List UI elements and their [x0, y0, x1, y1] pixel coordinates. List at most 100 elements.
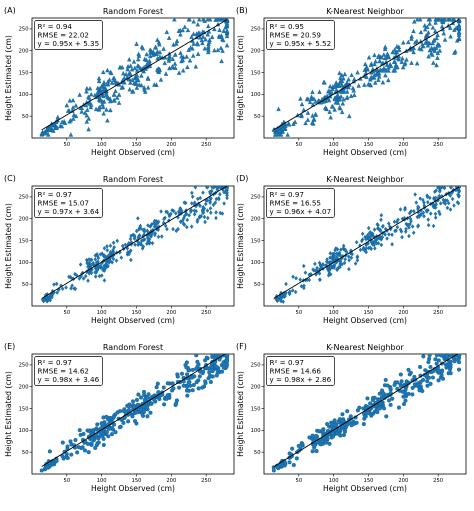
data-point: [311, 267, 315, 272]
data-point: [292, 119, 298, 124]
data-point: [159, 209, 163, 214]
y-tick-label: 150: [251, 238, 261, 244]
data-point: [354, 239, 359, 245]
y-tick-label: 200: [19, 385, 29, 391]
data-point: [196, 196, 200, 202]
data-point: [67, 274, 71, 280]
data-point: [171, 208, 176, 214]
data-point: [396, 217, 400, 222]
panel-d: (D) K-Nearest Neighbor 50 100 150 200 250 50 100…: [236, 174, 467, 325]
data-point: [185, 224, 189, 230]
axes-frame: [263, 353, 467, 475]
data-point: [158, 77, 164, 82]
data-point: [430, 375, 435, 380]
data-point: [136, 392, 141, 397]
data-point: [104, 414, 109, 419]
data-point: [362, 82, 367, 87]
data-point: [400, 64, 406, 70]
data-point: [85, 260, 90, 265]
data-point: [350, 251, 354, 257]
data-point: [329, 264, 333, 269]
x-tick-label: 150: [132, 142, 142, 148]
data-point: [185, 393, 190, 398]
data-point: [224, 42, 230, 48]
data-point: [404, 57, 409, 62]
data-point: [276, 106, 281, 112]
data-point: [126, 419, 131, 424]
data-point: [60, 440, 65, 445]
data-point: [70, 97, 76, 103]
data-point: [317, 89, 322, 94]
data-point: [130, 77, 135, 82]
data-point: [400, 234, 404, 240]
x-tick-label: 200: [398, 142, 408, 148]
data-point: [190, 53, 196, 58]
data-point: [108, 249, 113, 255]
data-point: [208, 200, 212, 205]
data-point: [339, 78, 345, 84]
data-point: [418, 379, 423, 385]
data-point: [341, 87, 346, 92]
data-point: [149, 401, 154, 406]
data-point: [332, 265, 336, 271]
y-tick-label: 100: [251, 428, 261, 434]
data-point: [172, 61, 178, 66]
data-point: [140, 246, 145, 251]
data-point: [113, 88, 118, 94]
panel-title: Random Forest: [103, 7, 163, 16]
data-point: [444, 354, 449, 359]
data-point: [384, 414, 389, 419]
data-point: [340, 418, 345, 423]
data-point: [100, 251, 104, 256]
data-point: [111, 256, 116, 262]
data-point: [457, 189, 461, 194]
data-point: [177, 385, 182, 390]
y-axis-label: Height Estimated (cm): [4, 203, 13, 289]
data-point: [329, 104, 335, 109]
stats-line: RMSE = 22.02: [38, 31, 89, 40]
data-point: [298, 96, 303, 101]
data-point: [224, 354, 230, 358]
y-tick-label: 200: [251, 385, 261, 391]
data-point: [90, 436, 95, 441]
data-point: [112, 98, 117, 103]
y-tick-label: 200: [19, 217, 29, 223]
data-point: [345, 94, 350, 100]
data-point: [434, 35, 439, 41]
x-tick-label: 250: [433, 310, 443, 316]
data-point: [287, 451, 292, 456]
data-point: [134, 85, 140, 90]
data-point: [209, 188, 214, 194]
data-point: [105, 244, 109, 249]
data-point: [127, 86, 132, 92]
data-point: [425, 383, 430, 388]
data-point: [323, 105, 328, 110]
data-point: [303, 270, 308, 275]
data-point: [187, 213, 191, 218]
stats-box: [34, 188, 103, 218]
data-point: [355, 69, 360, 75]
data-point: [363, 414, 368, 419]
data-point: [430, 40, 435, 46]
data-point: [409, 208, 413, 214]
panel-title: K-Nearest Neighbor: [326, 175, 404, 184]
y-axis-label: Height Estimated (cm): [236, 35, 245, 121]
data-point: [426, 200, 430, 205]
stats-line: y = 0.98x + 3.46: [38, 375, 100, 384]
data-point: [416, 204, 420, 210]
x-tick-label: 200: [166, 478, 176, 484]
data-point: [191, 31, 196, 36]
y-tick-label: 150: [251, 406, 261, 412]
data-point: [134, 68, 140, 73]
data-point: [194, 208, 198, 214]
data-point: [123, 71, 129, 77]
data-point: [383, 68, 388, 73]
data-point: [214, 210, 218, 215]
data-point: [411, 230, 416, 236]
data-point: [298, 277, 302, 282]
data-point: [422, 26, 428, 32]
data-point: [132, 419, 138, 424]
panel-b: (B) K-Nearest Neighbor 50 100 150 200 250 50 100…: [236, 6, 467, 157]
data-point: [347, 257, 351, 263]
data-point: [145, 414, 150, 419]
